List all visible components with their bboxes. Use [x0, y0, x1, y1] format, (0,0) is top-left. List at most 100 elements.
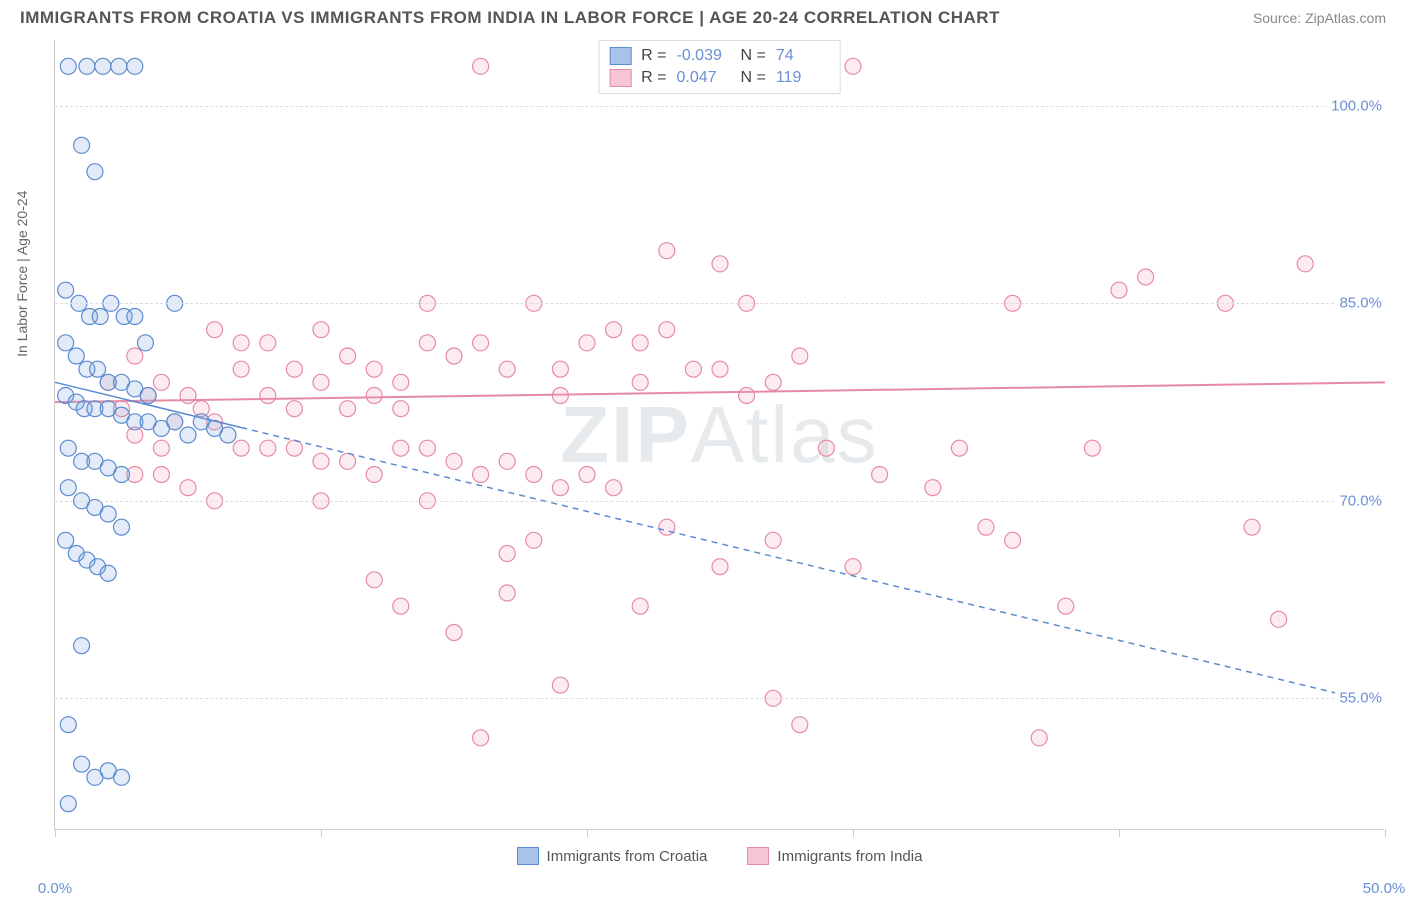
chart-title: IMMIGRANTS FROM CROATIA VS IMMIGRANTS FR… — [20, 8, 1000, 28]
xtick-max: 50.0% — [1363, 880, 1406, 897]
data-point — [95, 58, 111, 74]
scatter-svg — [55, 40, 1384, 829]
data-point — [286, 361, 302, 377]
data-point — [1084, 440, 1100, 456]
data-point — [100, 506, 116, 522]
gridline — [55, 106, 1384, 107]
data-point — [765, 532, 781, 548]
data-point — [818, 440, 834, 456]
data-point — [473, 335, 489, 351]
data-point — [552, 361, 568, 377]
data-point — [366, 361, 382, 377]
data-point — [552, 677, 568, 693]
data-point — [340, 401, 356, 417]
data-point — [659, 322, 675, 338]
ytick-label: 55.0% — [1335, 690, 1386, 707]
data-point — [499, 546, 515, 562]
data-point — [260, 335, 276, 351]
xtick — [1385, 829, 1386, 837]
data-point — [79, 58, 95, 74]
data-point — [74, 638, 90, 654]
data-point — [393, 401, 409, 417]
data-point — [286, 401, 302, 417]
data-point — [1031, 730, 1047, 746]
data-point — [313, 322, 329, 338]
legend-label-india: Immigrants from India — [777, 848, 922, 865]
data-point — [60, 480, 76, 496]
data-point — [499, 453, 515, 469]
data-point — [632, 374, 648, 390]
data-point — [58, 335, 74, 351]
data-point — [579, 335, 595, 351]
data-point — [233, 335, 249, 351]
data-point — [60, 58, 76, 74]
data-point — [765, 374, 781, 390]
data-point — [393, 374, 409, 390]
xtick — [853, 829, 854, 837]
data-point — [114, 769, 130, 785]
data-point — [1138, 269, 1154, 285]
data-point — [872, 467, 888, 483]
data-point — [92, 309, 108, 325]
data-point — [1058, 598, 1074, 614]
data-point — [1271, 611, 1287, 627]
data-point — [137, 335, 153, 351]
data-point — [632, 335, 648, 351]
legend-label-croatia: Immigrants from Croatia — [547, 848, 708, 865]
data-point — [68, 348, 84, 364]
data-point — [366, 388, 382, 404]
gridline — [55, 698, 1384, 699]
xtick — [321, 829, 322, 837]
swatch-india-bottom — [747, 847, 769, 865]
data-point — [499, 585, 515, 601]
data-point — [127, 348, 143, 364]
data-point — [366, 467, 382, 483]
data-point — [606, 480, 622, 496]
data-point — [58, 532, 74, 548]
data-point — [446, 348, 462, 364]
data-point — [313, 374, 329, 390]
data-point — [140, 388, 156, 404]
data-point — [499, 361, 515, 377]
data-point — [100, 565, 116, 581]
data-point — [552, 480, 568, 496]
xtick — [1119, 829, 1120, 837]
legend-item-india: Immigrants from India — [747, 847, 922, 865]
data-point — [712, 559, 728, 575]
data-point — [473, 467, 489, 483]
data-point — [313, 453, 329, 469]
data-point — [712, 256, 728, 272]
data-point — [153, 374, 169, 390]
data-point — [180, 480, 196, 496]
xtick-min: 0.0% — [38, 880, 72, 897]
data-point — [739, 388, 755, 404]
data-point — [446, 453, 462, 469]
y-axis-label: In Labor Force | Age 20-24 — [14, 191, 30, 357]
data-point — [1244, 519, 1260, 535]
data-point — [74, 756, 90, 772]
swatch-croatia-bottom — [517, 847, 539, 865]
data-point — [60, 796, 76, 812]
gridline — [55, 303, 1384, 304]
data-point — [207, 322, 223, 338]
data-point — [87, 164, 103, 180]
data-point — [127, 58, 143, 74]
data-point — [180, 427, 196, 443]
data-point — [60, 717, 76, 733]
data-point — [153, 440, 169, 456]
data-point — [1005, 532, 1021, 548]
data-point — [153, 467, 169, 483]
data-point — [659, 243, 675, 259]
data-point — [111, 58, 127, 74]
data-point — [792, 348, 808, 364]
data-point — [419, 335, 435, 351]
data-point — [526, 532, 542, 548]
data-point — [114, 519, 130, 535]
data-point — [792, 717, 808, 733]
data-point — [446, 625, 462, 641]
data-point — [60, 440, 76, 456]
data-point — [366, 572, 382, 588]
data-point — [167, 414, 183, 430]
data-point — [419, 440, 435, 456]
data-point — [978, 519, 994, 535]
